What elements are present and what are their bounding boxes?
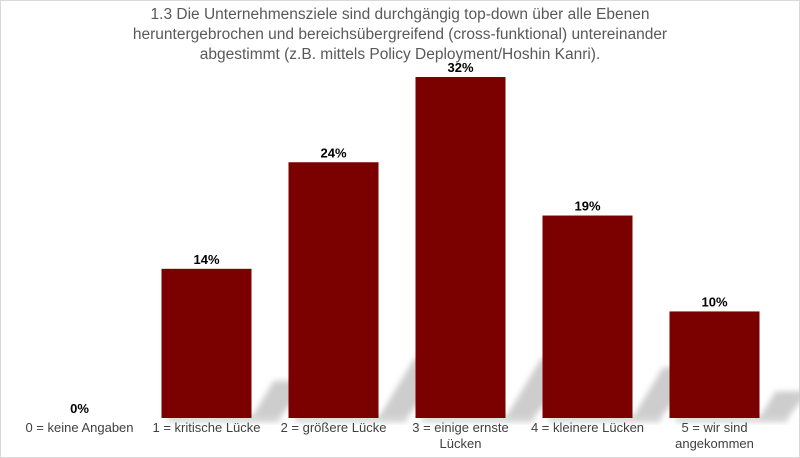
data-label: 24% [320,145,346,160]
data-labels: 0% 14% 24% 32% 19% 10% [70,60,728,416]
x-tick-label: angekommen [675,436,754,451]
bar-shadow-base [675,416,788,422]
bars [161,77,760,418]
bar-shadow-base [294,416,407,422]
bar [288,162,379,418]
bar [161,268,252,418]
bar-shadow [759,391,800,418]
bar-shadow-base [421,416,534,422]
x-tick-label: 0 = keine Angaben [25,420,133,435]
bar [415,77,506,418]
x-tick-label: 4 = kleinere Lücken [531,420,644,435]
x-tick-label: 5 = wir sind [681,420,747,435]
data-label: 19% [574,199,600,214]
x-tick-label: 1 = kritische Lücke [152,420,260,435]
chart-title: 1.3 Die Unternehmensziele sind durchgäng… [133,6,667,63]
x-tick-label: 3 = einige ernste [412,420,508,435]
chart-title-line: abgestimmt (z.B. mittels Policy Deployme… [200,46,601,63]
data-label: 0% [70,401,89,416]
bar [542,215,633,418]
data-label: 10% [701,294,727,309]
chart-title-line: heruntergebrochen und bereichsübergreife… [133,26,667,43]
data-label: 32% [447,60,473,75]
bar-shadow-base [167,416,280,422]
x-tick-label: 2 = größere Lücke [281,420,387,435]
bar-shadow-base [548,416,661,422]
chart-title-line: 1.3 Die Unternehmensziele sind durchgäng… [151,6,650,23]
data-label: 14% [193,252,219,267]
x-tick-label: Lücken [440,436,482,451]
bar [669,311,760,418]
x-axis-tick-labels: 0 = keine Angaben 1 = kritische Lücke 2 = … [25,420,753,451]
